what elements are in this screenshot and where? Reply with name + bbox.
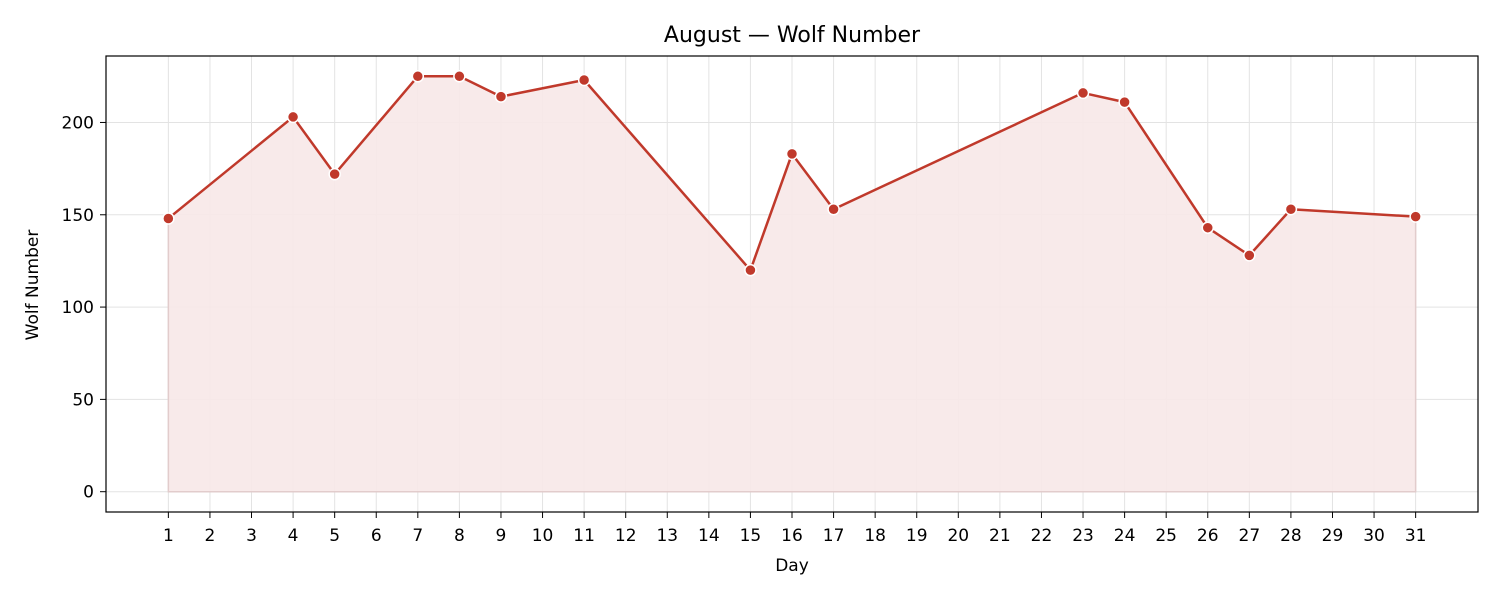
x-tick-label: 9: [496, 526, 507, 546]
x-tick-label: 13: [656, 526, 678, 546]
data-points: [162, 70, 1422, 277]
x-tick-label: 7: [412, 526, 423, 546]
series-line: [167, 75, 1416, 272]
data-point: [328, 167, 341, 181]
x-tick-label: 2: [205, 526, 216, 546]
data-point: [453, 70, 466, 83]
y-axis-label: Wolf Number: [23, 230, 43, 341]
x-tick-label: 19: [906, 526, 928, 546]
x-tick-label: 24: [1114, 526, 1136, 546]
data-point: [744, 263, 757, 277]
x-tick-label: 18: [864, 526, 886, 546]
data-point: [1243, 249, 1256, 262]
x-tick-label: 5: [329, 526, 340, 546]
x-tick-label: 26: [1197, 526, 1219, 546]
y-tick-label: 0: [83, 483, 94, 503]
data-point: [1409, 210, 1422, 223]
x-tick-label: 21: [989, 526, 1011, 546]
x-tick-label: 28: [1280, 526, 1302, 546]
data-point: [162, 212, 175, 225]
series-line-layer: [167, 75, 1416, 272]
x-tick-label: 12: [615, 526, 637, 546]
data-point: [411, 70, 425, 83]
data-point: [577, 73, 591, 87]
x-tick-label: 15: [740, 526, 762, 546]
data-point: [785, 147, 799, 161]
data-point: [1076, 86, 1090, 100]
x-tick-label: 4: [288, 526, 299, 546]
data-point: [827, 202, 840, 216]
y-tick-label: 100: [62, 298, 94, 318]
y-tick-label: 200: [62, 113, 94, 133]
x-tick-label: 3: [246, 526, 257, 546]
chart-title: August — Wolf Number: [664, 23, 921, 48]
x-tick-label: 11: [573, 526, 595, 546]
x-tick-label: 22: [1031, 526, 1053, 546]
x-axis-ticks: 1 2 3 4 5 6 7 8 9 10 11 12 13 14 15 16 17 18 19 20 21 22 23 24 2…: [163, 512, 1427, 546]
x-tick-label: 6: [371, 526, 382, 546]
y-tick-label: 150: [62, 206, 94, 226]
x-tick-label: 31: [1405, 526, 1427, 546]
x-tick-label: 25: [1155, 526, 1177, 546]
y-tick-label: 50: [72, 390, 94, 410]
x-tick-label: 14: [698, 526, 720, 546]
data-point: [1201, 221, 1215, 234]
x-tick-label: 20: [947, 526, 969, 546]
data-point: [286, 110, 300, 124]
data-point: [1284, 202, 1298, 216]
data-point: [494, 90, 508, 103]
x-tick-label: 29: [1322, 526, 1344, 546]
x-tick-label: 23: [1072, 526, 1094, 546]
x-tick-label: 30: [1363, 526, 1385, 546]
x-tick-label: 16: [781, 526, 803, 546]
y-axis-ticks: 0 50 100 150 200: [62, 113, 106, 503]
x-tick-label: 10: [532, 526, 554, 546]
x-tick-label: 17: [823, 526, 845, 546]
x-tick-label: 1: [163, 526, 174, 546]
x-tick-label: 8: [454, 526, 465, 546]
x-axis-label: Day: [775, 556, 809, 576]
x-tick-label: 27: [1239, 526, 1261, 546]
data-point: [1118, 95, 1131, 109]
